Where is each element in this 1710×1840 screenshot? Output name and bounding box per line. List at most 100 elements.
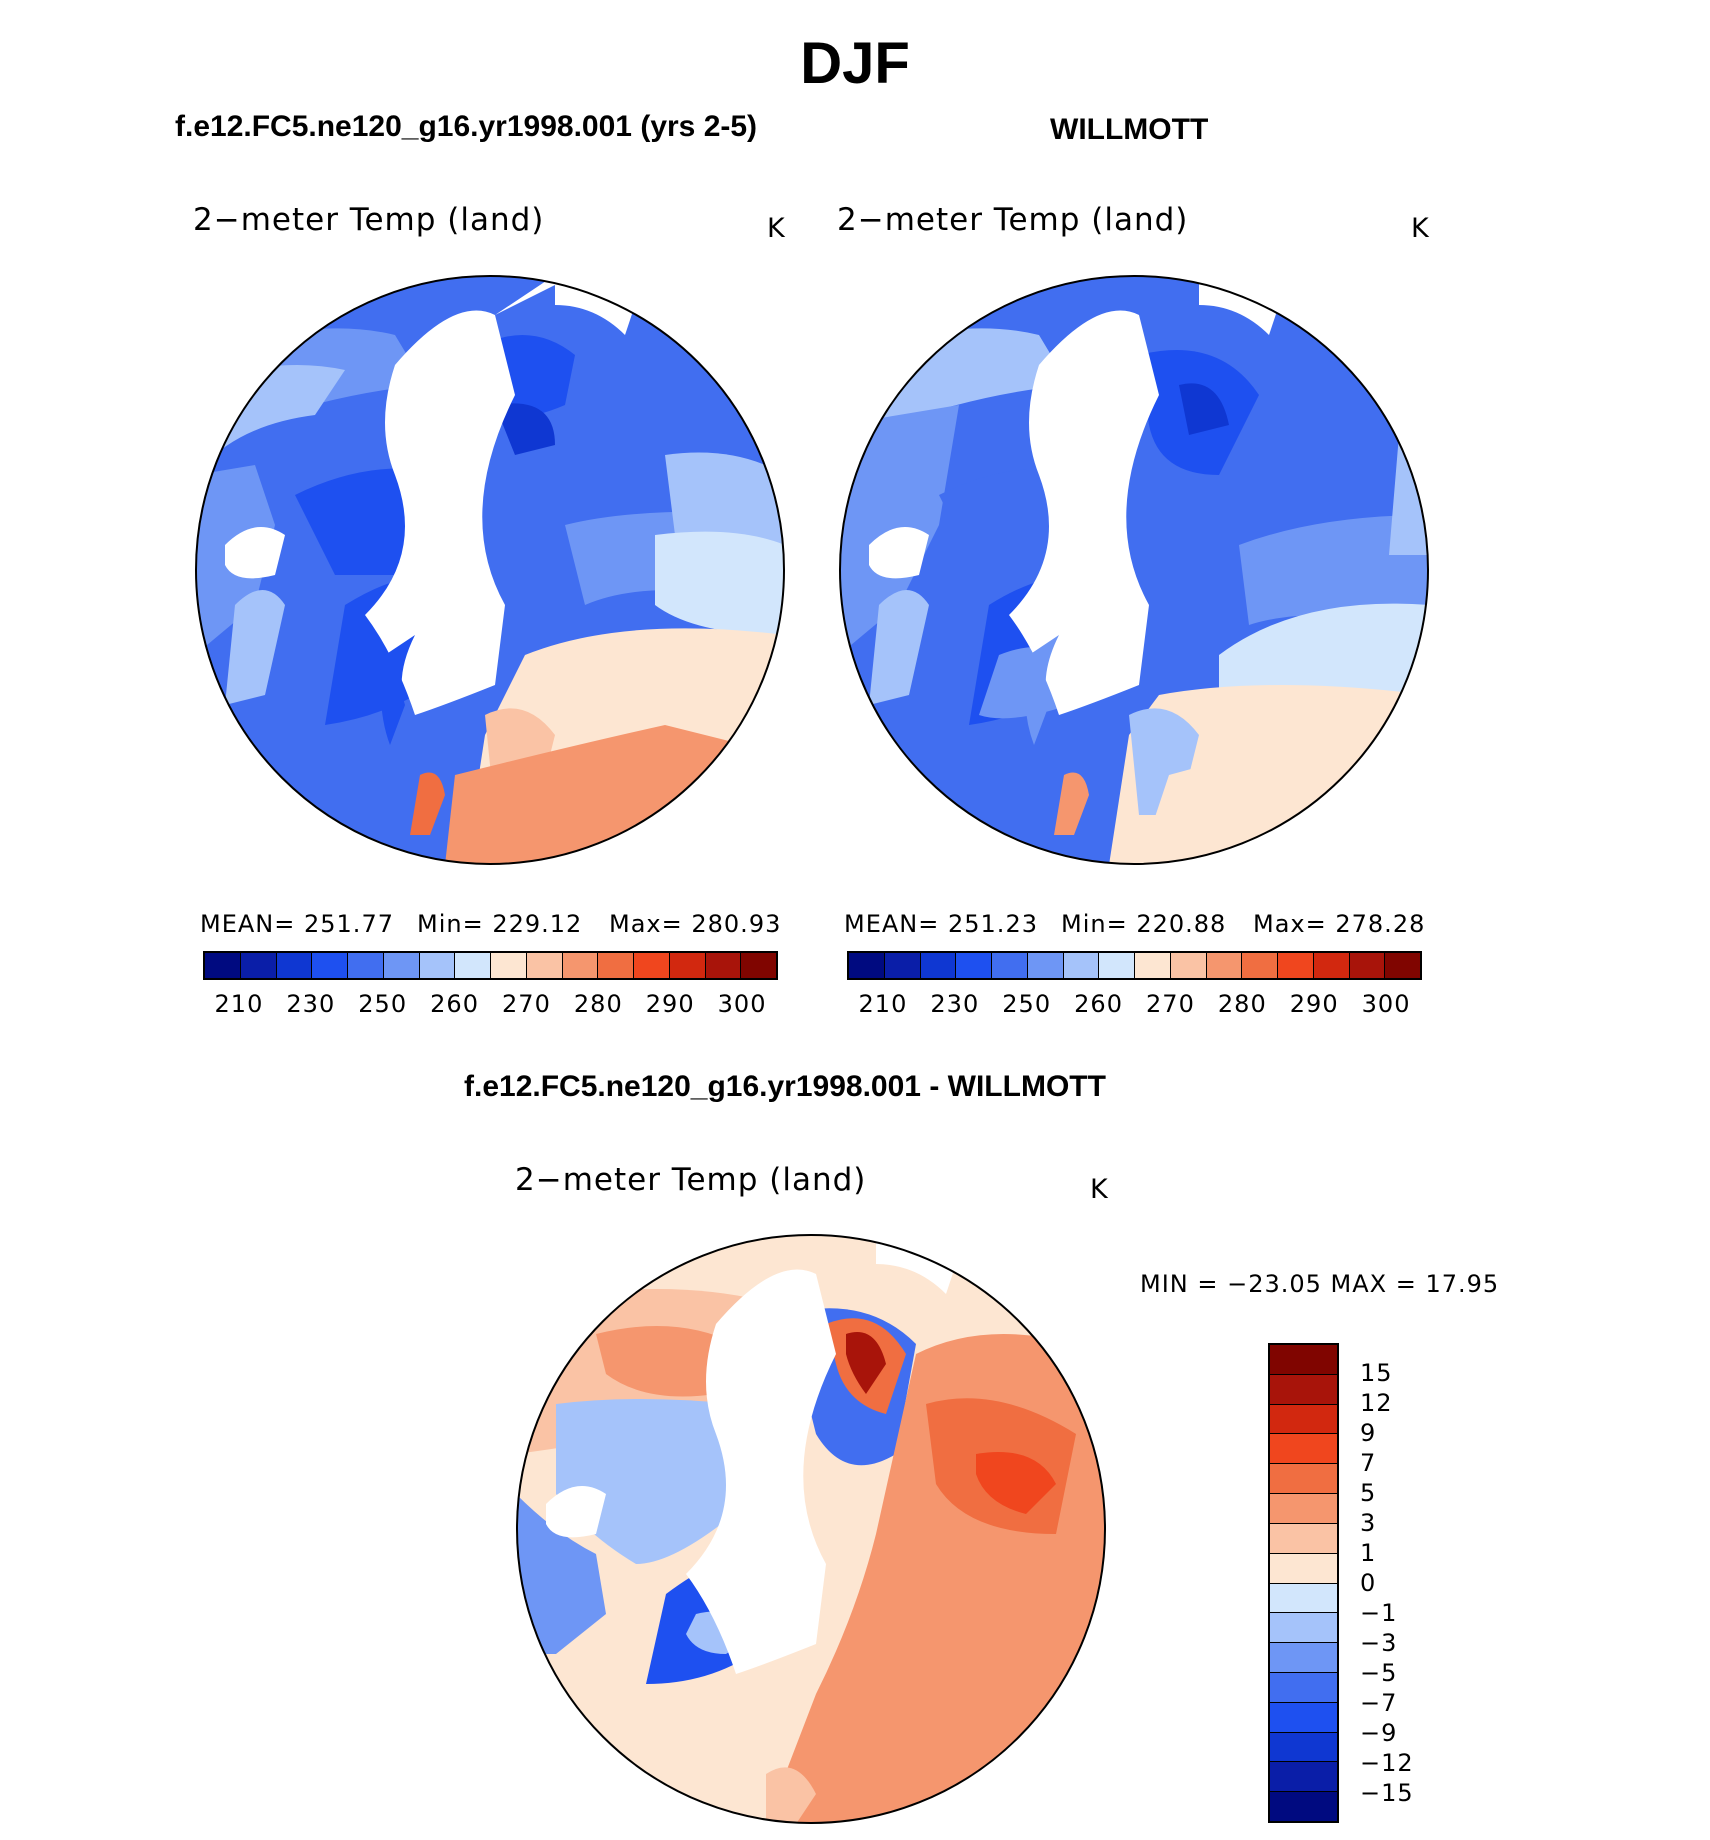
polar-map-model: [195, 275, 785, 865]
colorbar-tick-label: −3: [1360, 1629, 1398, 1657]
colorbar-tick-label: 210: [858, 990, 908, 1018]
colorbar-tick-label: −5: [1360, 1659, 1398, 1687]
variable-label-diff: 2−meter Temp (land): [515, 1162, 867, 1198]
colorbar-segment: [1313, 953, 1350, 978]
max-label-obs: Max=: [1253, 910, 1327, 938]
colorbar-tick-label: 250: [358, 990, 408, 1018]
colorbar-segment: [1099, 953, 1135, 978]
colorbar-tick-label: 0: [1360, 1569, 1377, 1597]
colorbar-segment: [240, 953, 277, 978]
colorbar-tick-label: 3: [1360, 1509, 1377, 1537]
colorbar-segment: [1270, 1583, 1337, 1614]
colorbar-tick-label: 230: [286, 990, 336, 1018]
max-label-model: Max=: [609, 910, 683, 938]
colorbar-tick-label: 230: [930, 990, 980, 1018]
colorbar-segment: [1270, 1553, 1337, 1584]
colorbar-segment: [1270, 1404, 1337, 1435]
colorbar-tick-label: 300: [717, 990, 767, 1018]
colorbar-segment: [669, 953, 706, 978]
colorbar-segment: [1270, 1732, 1337, 1763]
colorbar-segment: [1349, 953, 1386, 978]
colorbar-segment: [1270, 1613, 1337, 1644]
units-label-obs: K: [1411, 213, 1430, 244]
variable-label-obs: 2−meter Temp (land): [837, 202, 1189, 238]
colorbar-diff: [1268, 1343, 1339, 1823]
colorbar-segment: [1270, 1672, 1337, 1703]
colorbar-tick-label: 300: [1361, 990, 1411, 1018]
units-label-model: K: [767, 213, 786, 244]
colorbar-segment: [1027, 953, 1064, 978]
max-value-model: 280.93: [691, 910, 782, 938]
colorbar-tick-label: −1: [1360, 1599, 1398, 1627]
colorbar-segment: [956, 953, 992, 978]
colorbar-segment: [992, 953, 1028, 978]
colorbar-tick-label: 270: [502, 990, 551, 1018]
colorbar-segment: [276, 953, 313, 978]
units-label-diff: K: [1090, 1174, 1109, 1205]
colorbar-segment: [383, 953, 420, 978]
polar-map-obs: [839, 275, 1429, 865]
colorbar-model: [203, 951, 778, 980]
colorbar-segment: [1270, 1374, 1337, 1405]
colorbar-segment: [705, 953, 742, 978]
colorbar-segment: [1270, 1434, 1337, 1465]
colorbar-segment: [1270, 1792, 1337, 1821]
colorbar-segment: [1270, 1643, 1337, 1673]
mean-label-model: MEAN=: [200, 910, 296, 938]
colorbar-segment: [1270, 1762, 1337, 1793]
min-value-obs: 220.88: [1136, 910, 1227, 938]
colorbar-segment: [1270, 1523, 1337, 1554]
colorbar-tick-label: −9: [1360, 1719, 1398, 1747]
colorbar-segment: [849, 953, 885, 978]
colorbar-segment: [205, 953, 241, 978]
colorbar-tick-label: 5: [1360, 1479, 1377, 1507]
colorbar-tick-label: 9: [1360, 1419, 1377, 1447]
minmax-label-diff: MIN = −23.05 MAX = 17.95: [1140, 1270, 1500, 1298]
colorbar-segment: [526, 953, 563, 978]
colorbar-segment: [491, 953, 527, 978]
colorbar-segment: [1135, 953, 1171, 978]
colorbar-segment: [1206, 953, 1243, 978]
colorbar-segment: [598, 953, 634, 978]
colorbar-segment: [455, 953, 491, 978]
colorbar-segment: [1242, 953, 1278, 978]
mean-label-obs: MEAN=: [844, 910, 940, 938]
polar-map-diff: [516, 1234, 1106, 1824]
colorbar-tick-label: 260: [1074, 990, 1123, 1018]
colorbar-tick-label: 210: [214, 990, 264, 1018]
colorbar-segment: [1170, 953, 1207, 978]
colorbar-segment: [419, 953, 456, 978]
min-value-model: 229.12: [492, 910, 583, 938]
colorbar-tick-label: 1: [1360, 1539, 1377, 1567]
colorbar-segment: [1270, 1464, 1337, 1495]
colorbar-obs: [847, 951, 1422, 980]
colorbar-tick-label: 270: [1146, 990, 1195, 1018]
colorbar-tick-label: 250: [1002, 990, 1052, 1018]
mean-value-obs: 251.23: [948, 910, 1038, 938]
panel-title-diff: f.e12.FC5.ne120_g16.yr1998.001 - WILLMOT…: [464, 1070, 1106, 1103]
colorbar-segment: [562, 953, 599, 978]
min-label-obs: Min=: [1061, 910, 1128, 938]
colorbar-segment: [920, 953, 957, 978]
colorbar-tick-label: 12: [1360, 1389, 1393, 1417]
colorbar-tick-label: 290: [1289, 990, 1339, 1018]
figure-title: DJF: [800, 31, 910, 96]
colorbar-segment: [1270, 1702, 1337, 1733]
colorbar-tick-label: 7: [1360, 1449, 1377, 1477]
mean-value-model: 251.77: [304, 910, 394, 938]
colorbar-tick-label: −12: [1360, 1749, 1414, 1777]
panel-title-model: f.e12.FC5.ne120_g16.yr1998.001 (yrs 2-5): [175, 110, 758, 143]
colorbar-segment: [1270, 1345, 1337, 1375]
colorbar-segment: [348, 953, 384, 978]
colorbar-segment: [1063, 953, 1100, 978]
colorbar-segment: [634, 953, 670, 978]
colorbar-segment: [1385, 953, 1420, 978]
panel-title-obs: WILLMOTT: [1050, 113, 1209, 146]
colorbar-tick-label: 15: [1360, 1359, 1393, 1387]
colorbar-tick-label: 280: [1217, 990, 1267, 1018]
colorbar-tick-label: −15: [1360, 1779, 1414, 1807]
colorbar-segment: [741, 953, 776, 978]
colorbar-tick-label: 290: [645, 990, 695, 1018]
colorbar-segment: [884, 953, 921, 978]
variable-label-model: 2−meter Temp (land): [193, 202, 545, 238]
